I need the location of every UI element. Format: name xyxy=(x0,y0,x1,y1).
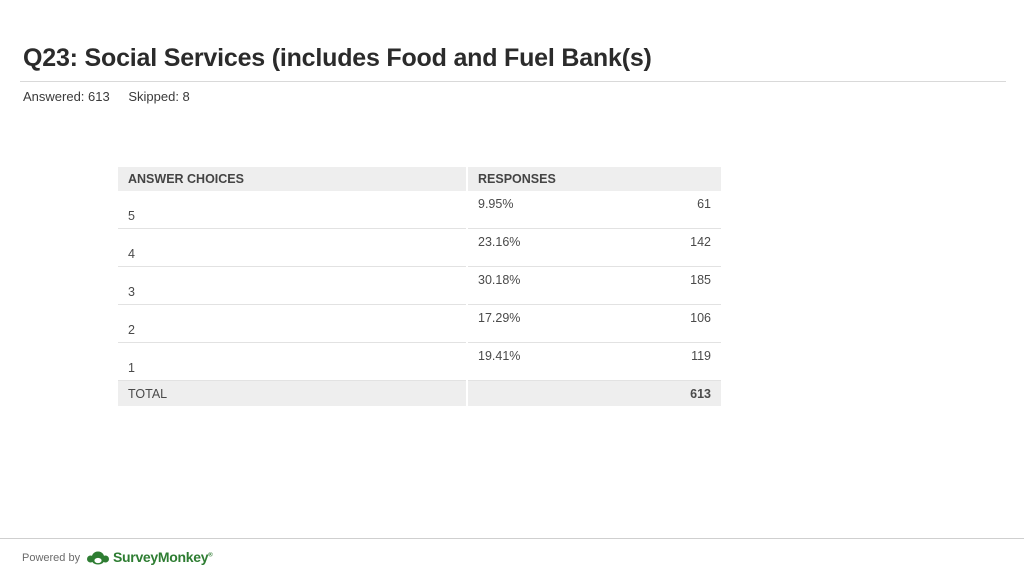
answer-choice: 2 xyxy=(118,304,468,343)
response-stats: Answered: 613 Skipped: 8 xyxy=(23,89,190,104)
surveymonkey-logo: SurveyMonkey® xyxy=(86,548,213,566)
response-cell: 9.95% 61 xyxy=(467,191,721,229)
response-count: 61 xyxy=(697,197,711,211)
response-count: 119 xyxy=(691,349,711,363)
response-cell: 17.29% 106 xyxy=(467,304,721,343)
response-percent: 19.41% xyxy=(478,349,521,363)
table-row: 1 19.41% 119 xyxy=(118,342,721,381)
response-cell: 23.16% 142 xyxy=(467,228,721,267)
powered-by-label: Powered by xyxy=(22,552,81,564)
response-count: 185 xyxy=(690,273,711,287)
footer-divider xyxy=(0,538,1024,539)
table-row: 5 9.95% 61 xyxy=(118,191,721,229)
table-row: 4 23.16% 142 xyxy=(118,228,721,267)
table-row: 3 30.18% 185 xyxy=(118,266,721,305)
response-percent: 17.29% xyxy=(478,311,521,325)
table-row: 2 17.29% 106 xyxy=(118,304,721,343)
table-header-row: ANSWER CHOICES RESPONSES xyxy=(118,167,721,191)
answer-choice: 4 xyxy=(118,228,468,267)
total-label: TOTAL xyxy=(118,380,468,406)
responses-header: RESPONSES xyxy=(467,167,721,191)
brand-name: SurveyMonkey® xyxy=(113,549,213,565)
response-count: 106 xyxy=(690,311,711,325)
answered-count: Answered: 613 xyxy=(23,89,110,104)
response-percent: 23.16% xyxy=(478,235,521,249)
results-table: ANSWER CHOICES RESPONSES 5 9.95% 61 4 23… xyxy=(118,167,721,406)
response-percent: 30.18% xyxy=(478,273,521,287)
surveymonkey-logo-icon xyxy=(87,551,109,565)
answer-choice: 1 xyxy=(118,342,468,381)
page-title: Q23: Social Services (includes Food and … xyxy=(23,44,652,72)
total-row: TOTAL 613 xyxy=(118,380,721,406)
answer-choices-header: ANSWER CHOICES xyxy=(118,167,468,191)
answer-choice: 5 xyxy=(118,191,468,229)
response-cell: 30.18% 185 xyxy=(467,266,721,305)
total-count: 613 xyxy=(690,386,711,401)
answer-choice: 3 xyxy=(118,266,468,305)
response-percent: 9.95% xyxy=(478,197,514,211)
skipped-count: Skipped: 8 xyxy=(128,89,190,104)
response-cell: 19.41% 119 xyxy=(467,342,721,381)
trademark-symbol: ® xyxy=(208,552,213,559)
title-divider xyxy=(20,81,1006,82)
total-cell: 613 xyxy=(467,380,721,406)
response-count: 142 xyxy=(690,235,711,249)
